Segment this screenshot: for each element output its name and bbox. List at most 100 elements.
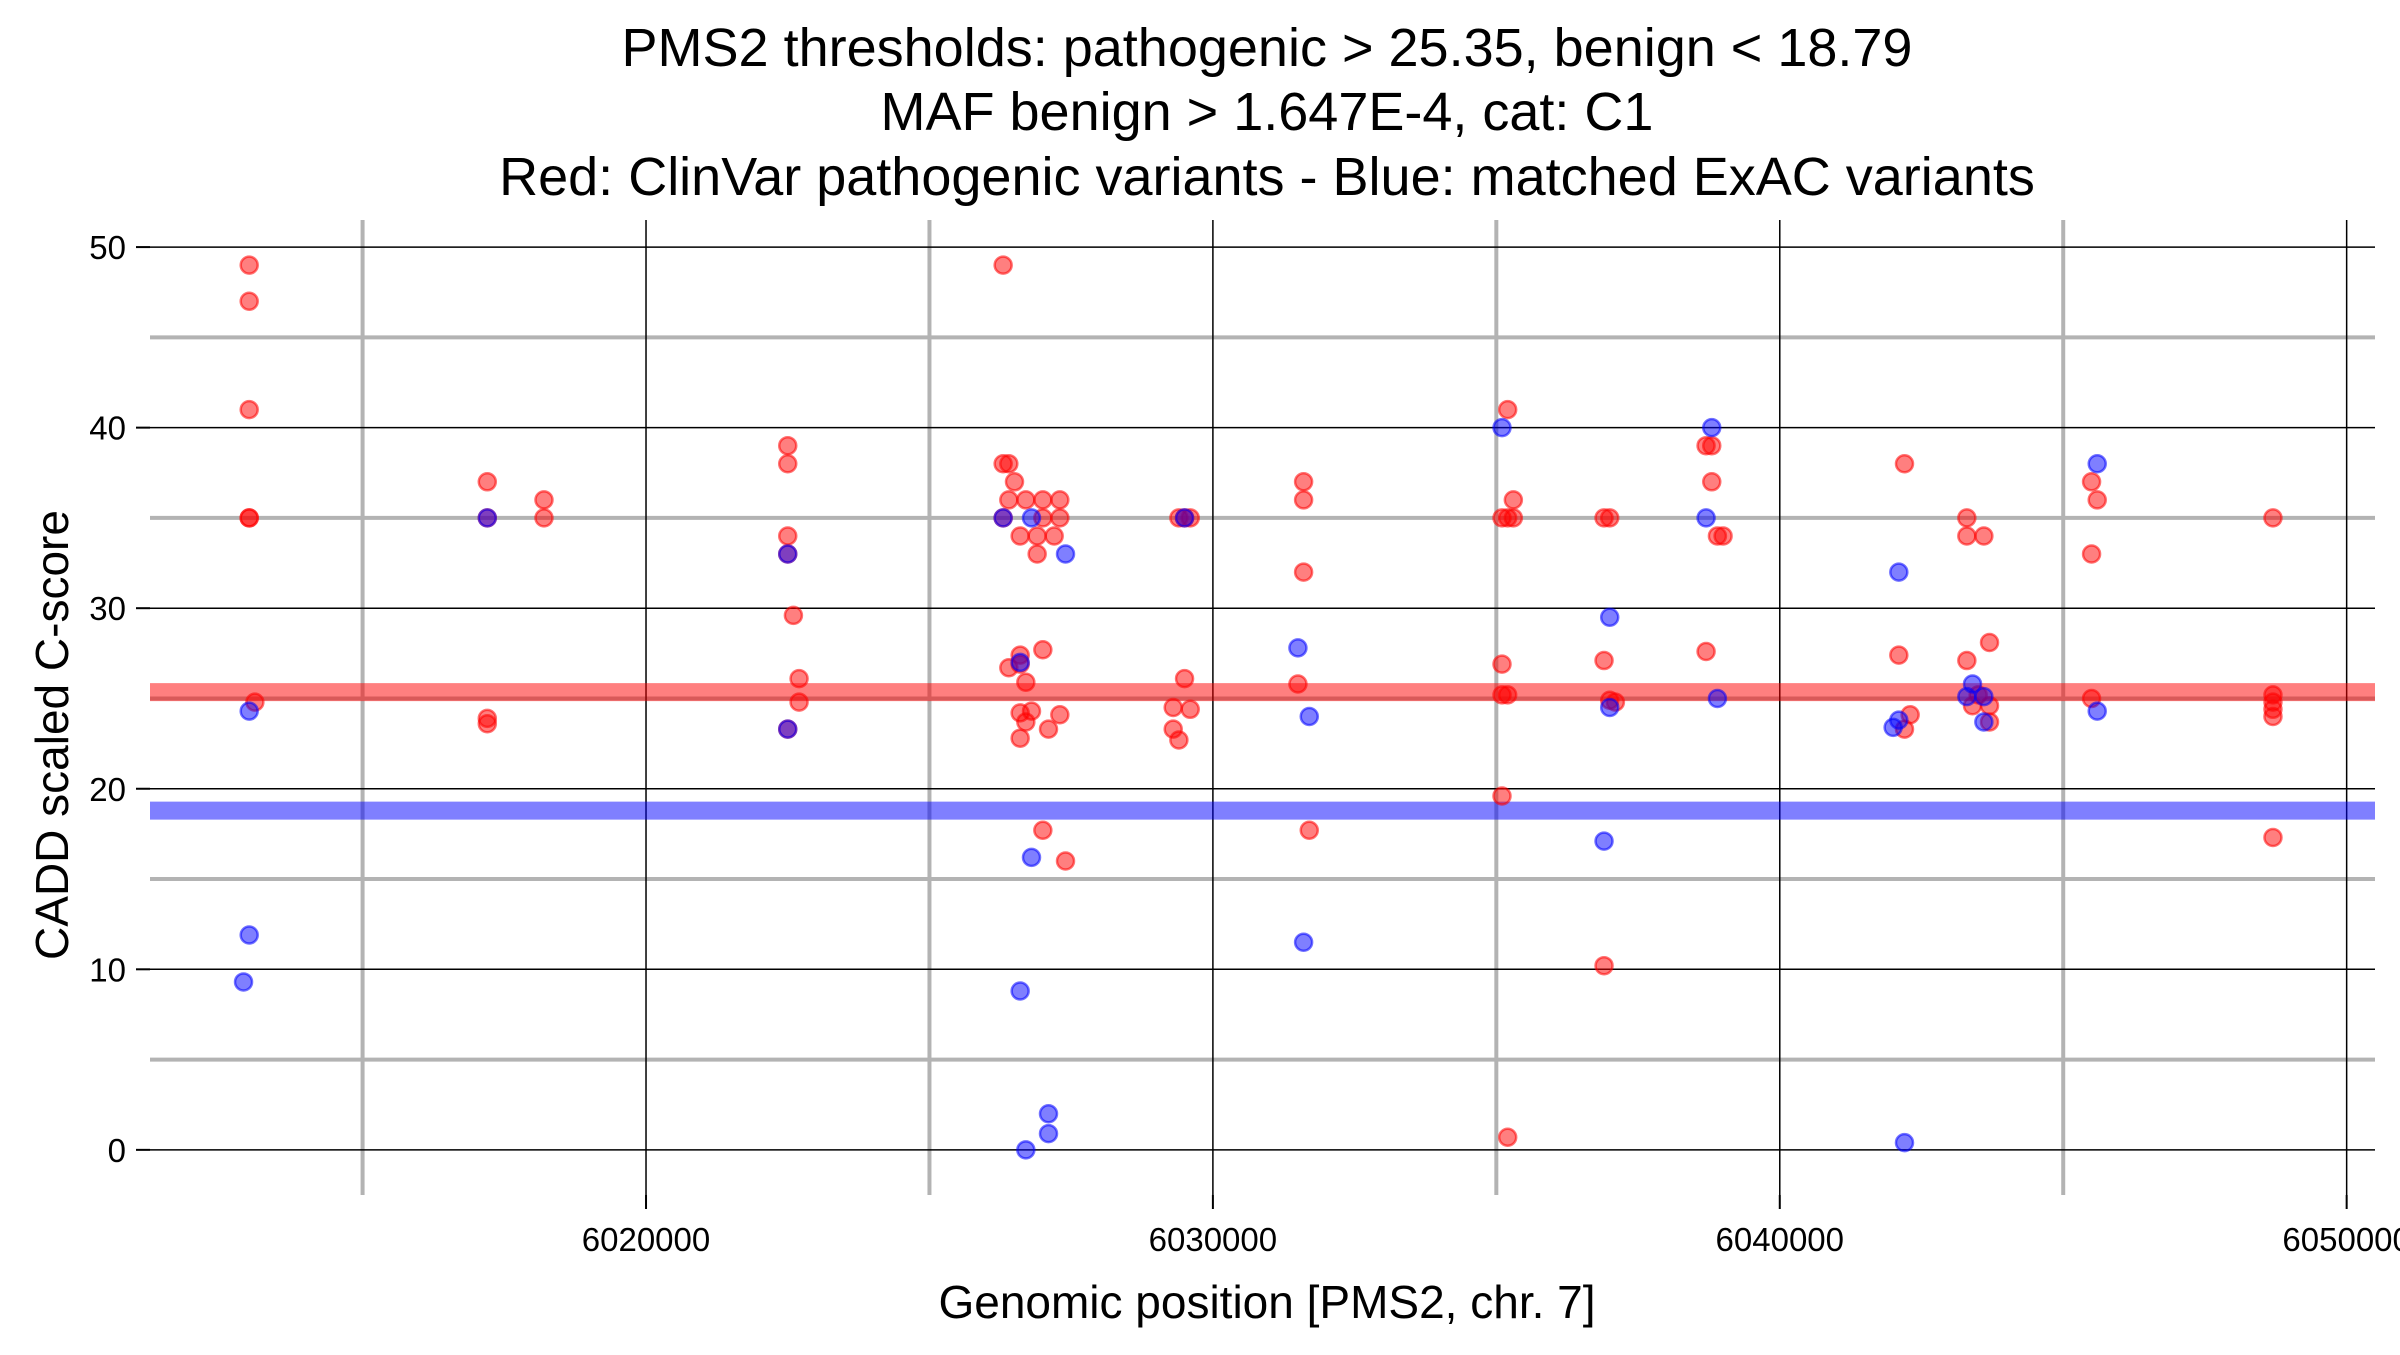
data-point [534, 508, 554, 528]
data-point [1497, 1127, 1518, 1147]
data-point [1169, 730, 1189, 750]
data-point [1050, 704, 1070, 725]
data-point [239, 291, 259, 311]
data-point [1299, 820, 1320, 841]
data-point [1713, 526, 1733, 546]
data-point [233, 972, 254, 992]
y-tick-label: 30 [89, 590, 126, 627]
axes: 0 10 20 30 40 50 6020000 6030000 6040000 6050000 [89, 229, 2400, 1258]
data-point [1894, 1132, 1915, 1153]
data-point [1050, 508, 1070, 528]
data-point [1974, 686, 1994, 707]
data-point [993, 255, 1013, 275]
data-point [1299, 706, 1320, 727]
data-point [1492, 786, 1512, 806]
data-point [1492, 654, 1512, 674]
data-point [1033, 490, 1053, 510]
data-point [477, 508, 498, 528]
x-tick-label: 6020000 [582, 1221, 710, 1258]
data-point [1010, 652, 1030, 673]
data-point [2081, 544, 2102, 564]
data-point [1707, 688, 1728, 709]
data-point [477, 472, 498, 492]
data-point [1004, 472, 1025, 492]
data-point [999, 454, 1019, 474]
data-point [1027, 544, 1047, 564]
data-point [2263, 508, 2283, 528]
data-point [1174, 668, 1195, 689]
data-point [1957, 650, 1977, 671]
data-point [1163, 697, 1183, 718]
data-point [1010, 728, 1030, 748]
data-point [1050, 490, 1070, 510]
data-point [1288, 638, 1308, 658]
data-point [1497, 399, 1518, 420]
data-point [1599, 508, 1620, 528]
y-tick-label: 40 [89, 410, 126, 447]
data-point [1594, 831, 1614, 851]
y-tick-label: 10 [89, 951, 126, 988]
data-point [1696, 508, 1716, 528]
data-point [2087, 490, 2107, 510]
data-point [2087, 701, 2107, 721]
data-point [1957, 526, 1977, 546]
data-point [1702, 417, 1722, 438]
data-point [777, 526, 798, 546]
data-point [1702, 472, 1722, 492]
x-axis-title: Genomic position [PMS2, chr. 7] [938, 1276, 1595, 1328]
data-point [1599, 607, 1620, 627]
x-tick-label: 6050000 [2282, 1221, 2400, 1258]
data-point [1293, 562, 1314, 582]
data-point [1974, 712, 1994, 732]
data-point [789, 692, 809, 712]
data-point [1180, 699, 1200, 720]
data-point [1702, 435, 1722, 456]
data-point [1016, 672, 1036, 692]
data-point [1044, 526, 1064, 546]
data-point [1979, 632, 2000, 653]
data-point [1288, 674, 1308, 694]
data-point [789, 668, 809, 689]
data-point [239, 399, 259, 420]
data-point [1055, 544, 1076, 564]
data-point [1889, 562, 1909, 582]
data-point [1594, 955, 1614, 976]
data-point [999, 490, 1019, 510]
data-point [239, 701, 259, 721]
data-point [239, 508, 259, 528]
data-point [239, 925, 259, 945]
y-tick-label: 0 [108, 1132, 126, 1169]
data-point [1883, 717, 1903, 738]
data-point [2081, 472, 2102, 492]
series-exac-matched [233, 417, 2107, 1160]
threshold-lines [150, 683, 2375, 820]
data-point [1038, 1104, 1059, 1124]
data-point [1021, 701, 1042, 721]
data-point [1016, 1140, 1036, 1160]
data-point [1010, 526, 1030, 546]
data-point [239, 255, 259, 275]
data-point [777, 454, 798, 474]
x-tick-label: 6040000 [1716, 1221, 1844, 1258]
data-point [1033, 820, 1053, 841]
data-point [534, 490, 554, 510]
data-point [1889, 645, 1909, 665]
data-point [2263, 827, 2283, 848]
data-point [1696, 641, 1716, 662]
x-tick-label: 6030000 [1149, 1221, 1277, 1258]
data-point [777, 435, 798, 456]
data-point [1038, 1123, 1059, 1144]
chart-title-line-1: PMS2 thresholds: pathogenic > 25.35, ben… [622, 18, 1913, 78]
data-point [1957, 686, 1977, 707]
data-point [993, 508, 1013, 528]
data-point [1016, 490, 1036, 510]
data-point [777, 719, 798, 739]
data-point [1027, 526, 1047, 546]
data-point [1033, 639, 1053, 660]
data-point [777, 544, 798, 564]
data-point [1492, 417, 1512, 438]
data-point [783, 605, 804, 626]
